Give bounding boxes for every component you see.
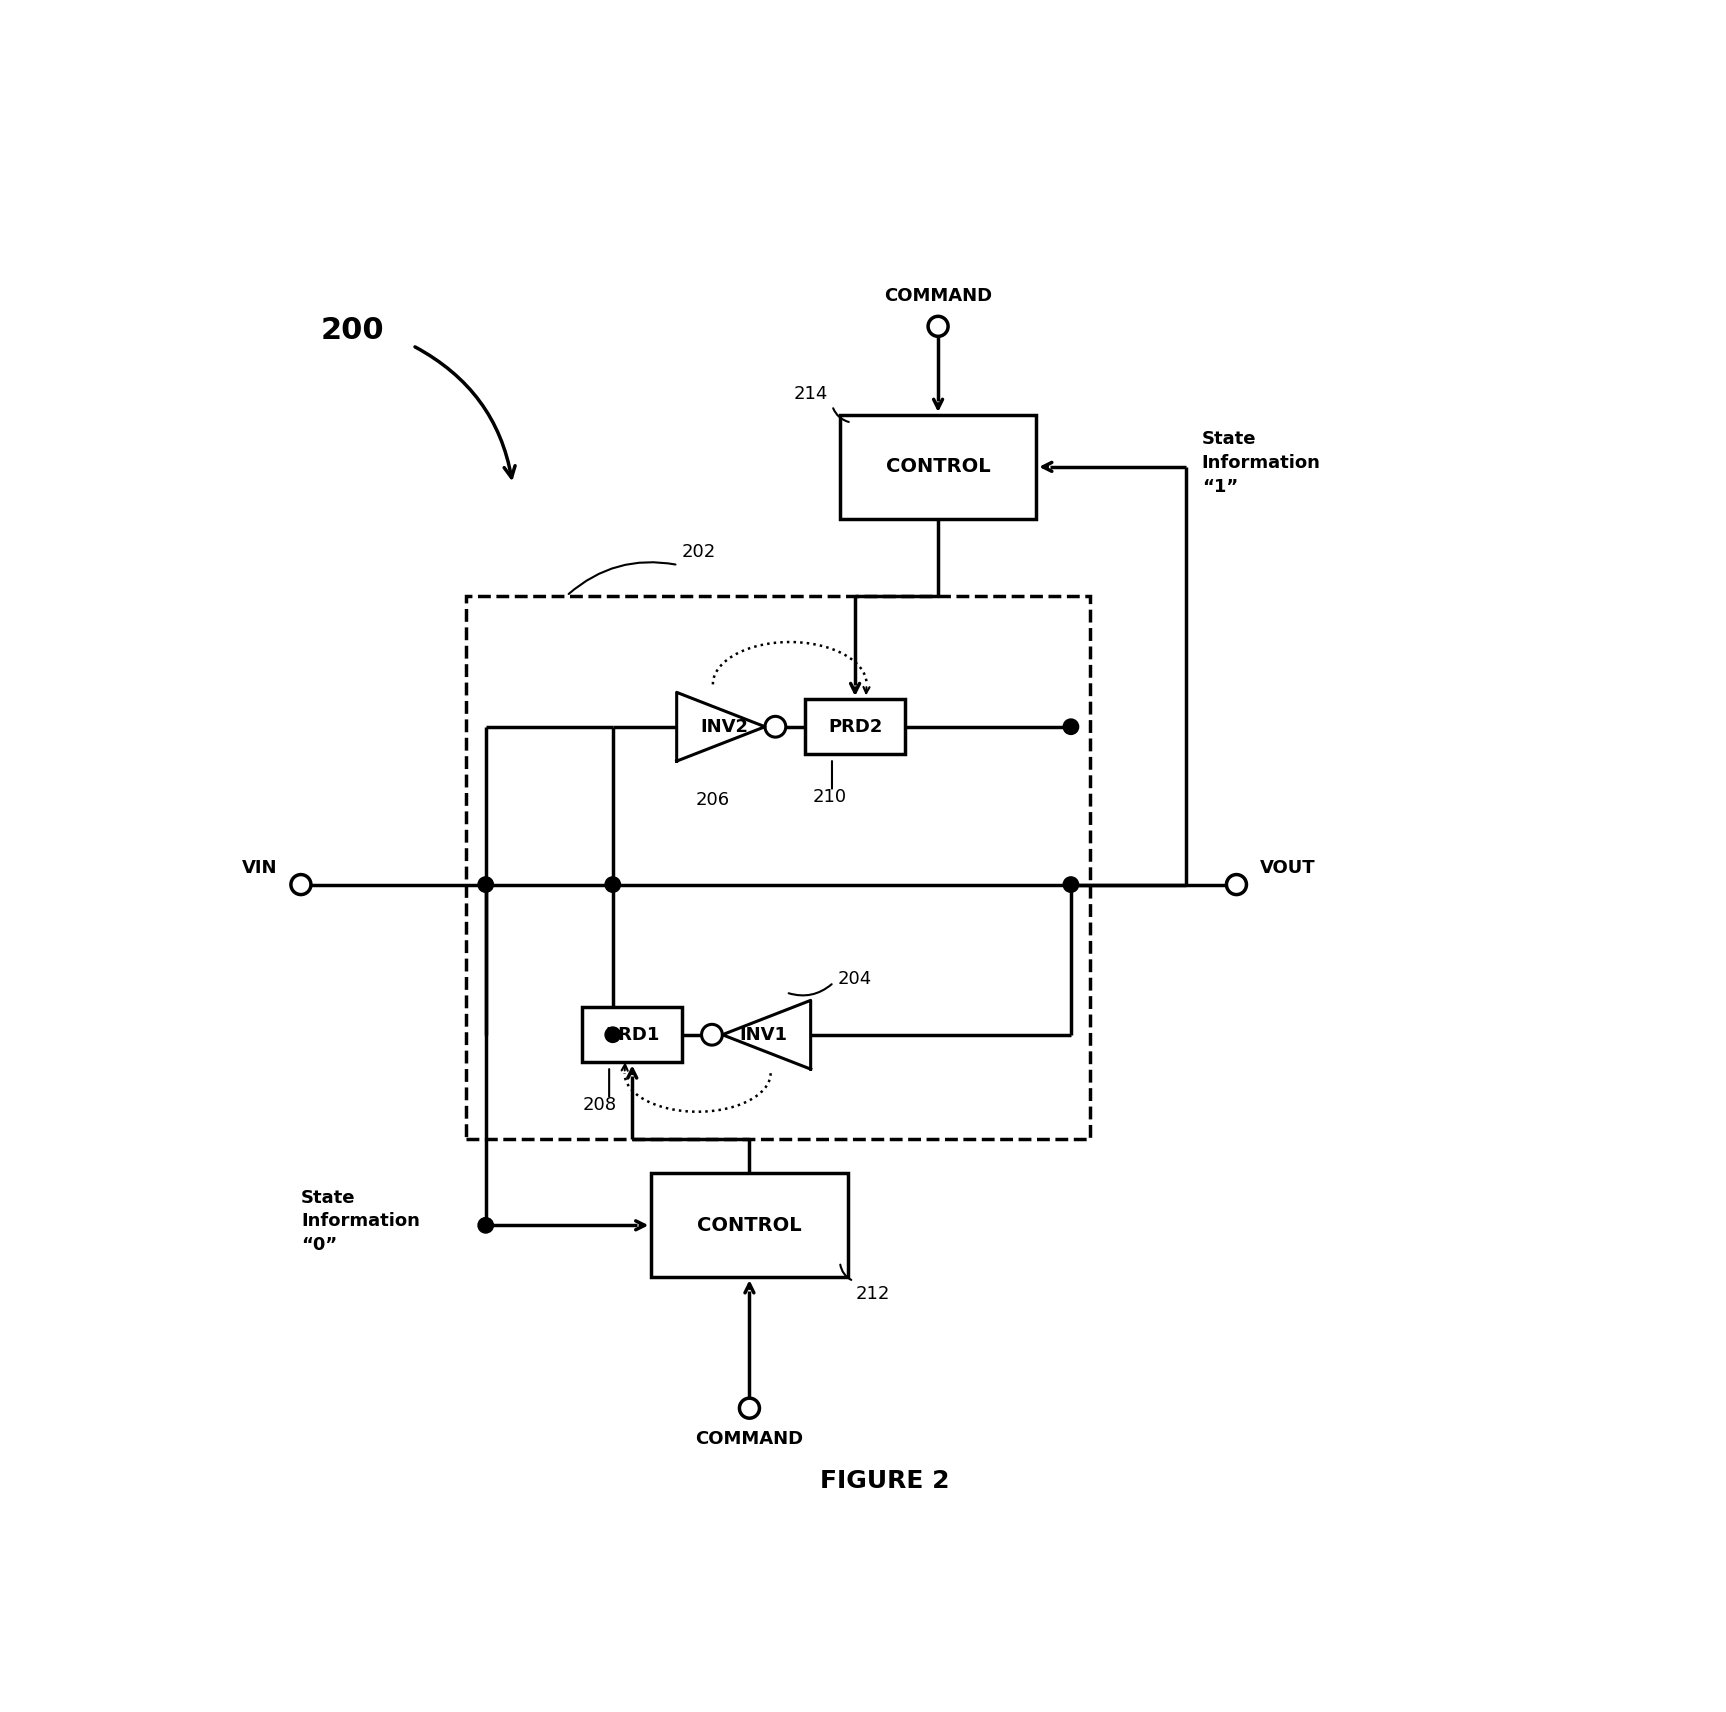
Circle shape bbox=[1063, 719, 1079, 734]
Circle shape bbox=[606, 877, 620, 892]
Text: CONTROL: CONTROL bbox=[697, 1216, 803, 1234]
Text: 204: 204 bbox=[837, 971, 872, 988]
Text: 206: 206 bbox=[696, 791, 730, 808]
Text: INV2: INV2 bbox=[701, 717, 749, 736]
Circle shape bbox=[606, 1027, 620, 1043]
Text: VIN: VIN bbox=[242, 859, 278, 877]
Text: 200: 200 bbox=[319, 315, 383, 344]
Polygon shape bbox=[723, 1000, 811, 1068]
Text: COMMAND: COMMAND bbox=[696, 1430, 804, 1448]
Bar bbox=[582, 1007, 682, 1063]
Text: INV1: INV1 bbox=[739, 1025, 787, 1044]
Text: FIGURE 2: FIGURE 2 bbox=[820, 1469, 949, 1493]
Text: COMMAND: COMMAND bbox=[884, 288, 992, 305]
Bar bbox=[804, 698, 904, 755]
Text: 212: 212 bbox=[856, 1286, 889, 1303]
Text: 210: 210 bbox=[813, 788, 847, 806]
Text: 202: 202 bbox=[682, 543, 716, 562]
Circle shape bbox=[478, 1217, 494, 1233]
Polygon shape bbox=[677, 692, 765, 762]
Circle shape bbox=[1063, 877, 1079, 892]
Circle shape bbox=[478, 877, 494, 892]
Text: PRD2: PRD2 bbox=[828, 717, 882, 736]
Text: VOUT: VOUT bbox=[1260, 859, 1315, 877]
Text: State
Information
“0”: State Information “0” bbox=[300, 1188, 419, 1255]
Bar bbox=[466, 596, 1091, 1138]
Bar bbox=[651, 1173, 847, 1277]
Text: State
Information
“1”: State Information “1” bbox=[1201, 430, 1320, 495]
Text: CONTROL: CONTROL bbox=[885, 457, 991, 476]
Text: PRD1: PRD1 bbox=[606, 1025, 659, 1044]
Bar bbox=[841, 414, 1036, 519]
Text: 208: 208 bbox=[582, 1096, 616, 1115]
Text: 214: 214 bbox=[794, 385, 828, 404]
